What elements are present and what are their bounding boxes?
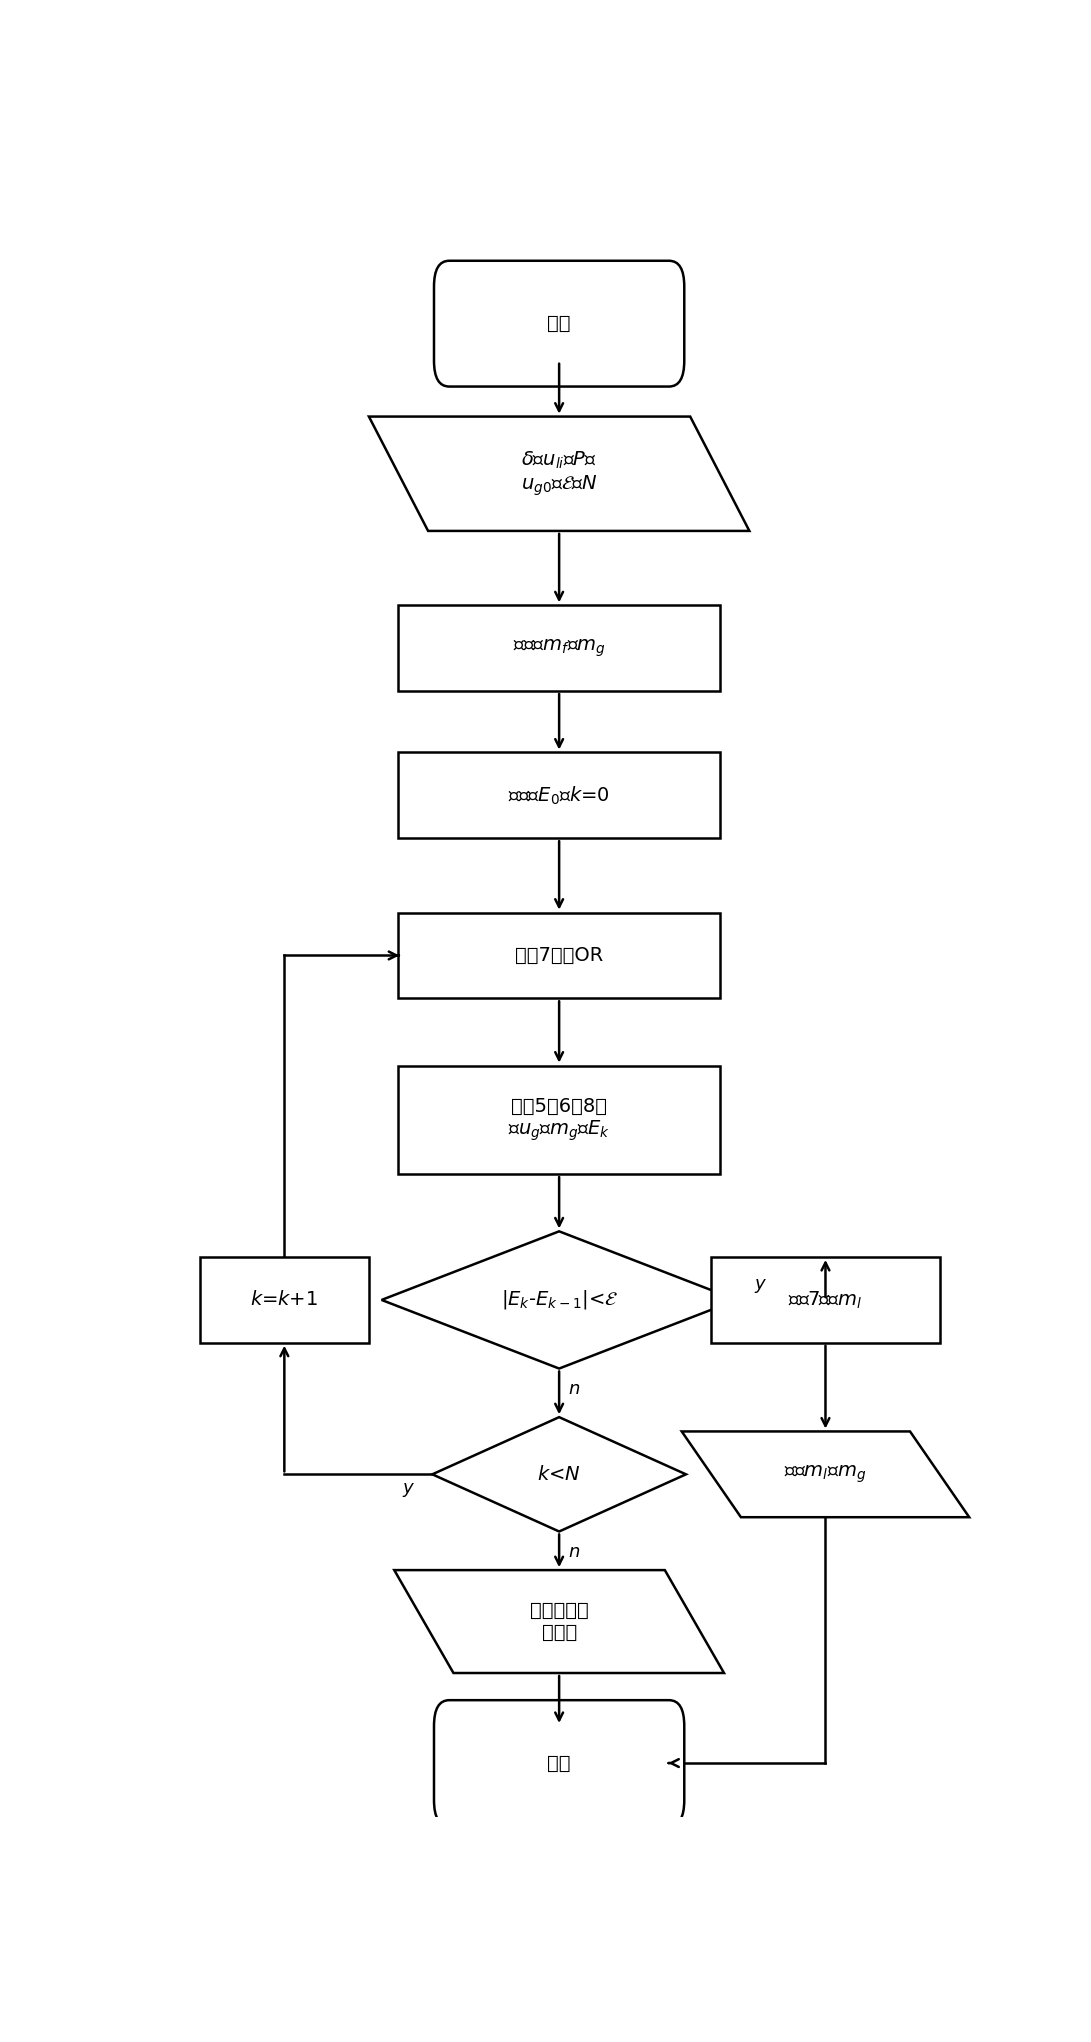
Text: $y$: $y$ xyxy=(754,1276,767,1295)
Text: $\delta$、$u_{li}$、$P$、
$u_{g0}$、$\mathcal{E}$、$N$: $\delta$、$u_{li}$、$P$、 $u_{g0}$、$\mathca… xyxy=(520,449,598,498)
Text: 开始: 开始 xyxy=(548,314,571,333)
Bar xyxy=(398,913,720,999)
Text: $n$: $n$ xyxy=(567,1544,579,1560)
Bar xyxy=(398,753,720,839)
Text: 输出迭代失
败标志: 输出迭代失 败标志 xyxy=(530,1601,588,1642)
Polygon shape xyxy=(432,1417,686,1532)
Bar xyxy=(200,1258,369,1344)
Bar xyxy=(398,1066,720,1174)
Text: 由式5、6、8更
新$u_g$、$m_g$、$E_k$: 由式5、6、8更 新$u_g$、$m_g$、$E_k$ xyxy=(508,1097,610,1144)
FancyBboxPatch shape xyxy=(434,1701,684,1826)
Text: 计算得$m_f$、$m_g$: 计算得$m_f$、$m_g$ xyxy=(513,637,606,660)
Polygon shape xyxy=(682,1431,969,1517)
Text: 由式7求得OR: 由式7求得OR xyxy=(515,945,603,966)
Text: 输出$m_l$、$m_g$: 输出$m_l$、$m_g$ xyxy=(784,1464,866,1485)
Polygon shape xyxy=(369,417,750,531)
Bar xyxy=(398,604,720,690)
Text: $k$=$k$+1: $k$=$k$+1 xyxy=(251,1291,319,1309)
Text: 结束: 结束 xyxy=(548,1754,571,1772)
Bar xyxy=(711,1258,939,1344)
Polygon shape xyxy=(394,1570,724,1672)
Text: 初始化$E_0$、$k$=0: 初始化$E_0$、$k$=0 xyxy=(508,784,610,807)
Polygon shape xyxy=(382,1231,736,1368)
Text: $n$: $n$ xyxy=(567,1380,579,1399)
Text: $k$<$N$: $k$<$N$ xyxy=(537,1464,582,1485)
Text: $|E_k$-$E_{k-1}|$<$\mathcal{E}$: $|E_k$-$E_{k-1}|$<$\mathcal{E}$ xyxy=(501,1289,618,1311)
Text: $y$: $y$ xyxy=(403,1482,416,1499)
FancyBboxPatch shape xyxy=(434,261,684,386)
Text: 由式7求得$m_l$: 由式7求得$m_l$ xyxy=(789,1289,863,1311)
